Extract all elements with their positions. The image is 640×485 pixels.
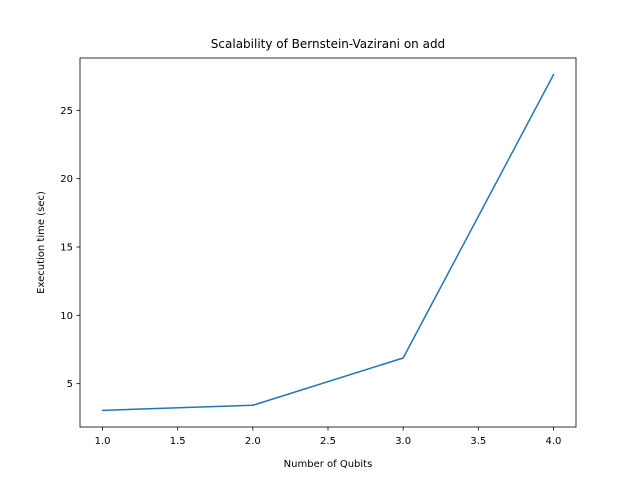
x-tick-label: 2.0 xyxy=(245,436,261,447)
x-tick-label: 4.0 xyxy=(546,436,562,447)
x-tick-label: 1.5 xyxy=(170,436,186,447)
x-tick-label: 3.5 xyxy=(470,436,486,447)
chart-title: Scalability of Bernstein-Vazirani on add xyxy=(211,37,445,51)
x-tick-label: 2.5 xyxy=(320,436,336,447)
y-tick-label: 20 xyxy=(60,174,73,185)
y-axis-ticks: 5 10 15 20 25 xyxy=(60,106,80,390)
y-tick-label: 25 xyxy=(60,106,73,117)
x-axis-label: Number of Qubits xyxy=(284,459,373,470)
y-tick-label: 15 xyxy=(60,243,73,254)
x-tick-label: 1.0 xyxy=(95,436,111,447)
x-tick-label: 3.0 xyxy=(395,436,411,447)
x-axis-ticks: 1.0 1.5 2.0 2.5 3.0 3.5 4.0 xyxy=(95,427,562,447)
y-axis-label: Execution time (sec) xyxy=(36,191,47,294)
series-line xyxy=(101,73,555,412)
series-layer xyxy=(101,73,555,412)
y-tick-label: 5 xyxy=(67,379,73,390)
y-tick-label: 10 xyxy=(60,311,73,322)
